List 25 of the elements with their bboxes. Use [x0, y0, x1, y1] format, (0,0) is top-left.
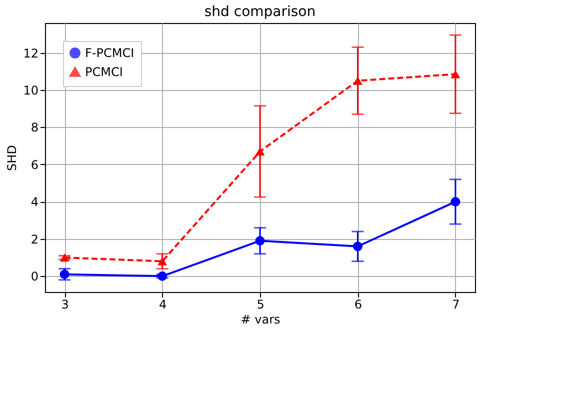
y-tick-label: 12	[23, 46, 38, 60]
y-tick-label: 10	[23, 84, 38, 98]
point	[255, 147, 265, 156]
point	[450, 196, 460, 206]
y-tick-label: 4	[30, 195, 38, 210]
chart-title: shd comparison	[204, 4, 316, 20]
x-tick-label: 3	[61, 298, 69, 312]
y-tick-label: 2	[30, 232, 38, 246]
y-axis-title: SHD	[5, 145, 20, 171]
point	[158, 271, 168, 281]
x-tick-label: 6	[354, 298, 362, 312]
x-tick-label: 7	[452, 298, 460, 312]
y-tick-label: 8	[30, 120, 38, 135]
x-tick-label: 4	[158, 298, 167, 312]
x-axis-title: # vars	[240, 312, 280, 326]
y-tick-label: 0	[30, 270, 38, 284]
legend-label: F-PCMCI	[85, 46, 134, 60]
x-tick-label: 5	[256, 298, 264, 312]
point	[158, 257, 168, 266]
y-tick-label: 6	[30, 158, 38, 172]
point	[352, 76, 362, 85]
point	[255, 236, 265, 246]
point	[352, 242, 362, 252]
point	[450, 70, 460, 78]
legend-label: PCMCI	[85, 65, 123, 79]
